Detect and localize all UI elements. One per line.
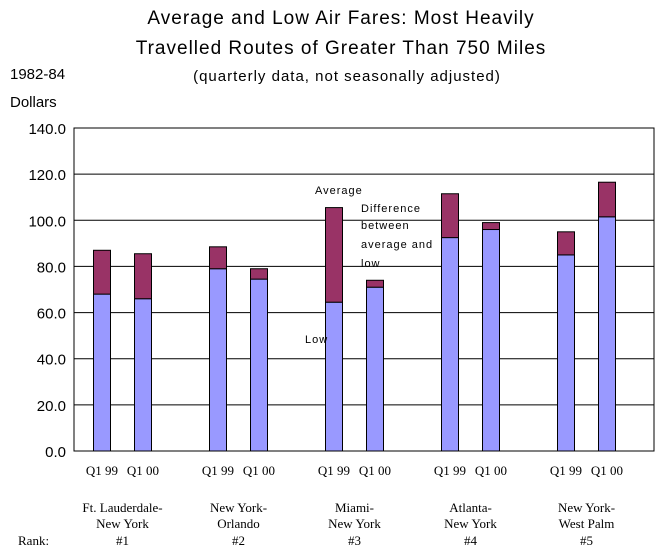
x-tick-label-g5-b1: Q1 99 [550, 463, 582, 478]
y-tick-label-0: 0.0 [45, 444, 66, 461]
route-label-g4-line1: Atlanta- [449, 500, 492, 515]
route-label-g1-line2: New York [96, 516, 149, 531]
y-tick-label-6: 120.0 [28, 167, 66, 184]
y-tick-label-4: 80.0 [37, 259, 66, 276]
x-tick-label-g5-b2: Q1 00 [591, 463, 623, 478]
x-tick-labels: Q1 99 Q1 00 Q1 99 Q1 00 Q1 99 Q1 00 Q1 99 Q1 00… [86, 463, 623, 478]
bar-diff-g3-b2 [366, 279, 384, 288]
bar-low-g2-b2 [250, 278, 268, 452]
x-tick-label-g1-b2: Q1 00 [127, 463, 159, 478]
rank-value-g2: #2 [232, 533, 245, 548]
bar-diff-g5-b1 [557, 231, 575, 256]
y-tick-label-2: 40.0 [37, 352, 66, 369]
y-tick-label-1: 20.0 [37, 398, 66, 415]
x-tick-label-g2-b1: Q1 99 [202, 463, 234, 478]
bar-low-g1-b1 [93, 293, 111, 452]
bar-diff-g4-b2 [482, 222, 500, 231]
rank-value-g3: #3 [348, 533, 361, 548]
y-axis-label-line2: Dollars [10, 94, 57, 111]
route-label-g3-line1: Miami- [335, 500, 374, 515]
chart-subtitle: (quarterly data, not seasonally adjusted… [193, 68, 501, 85]
bars [93, 181, 616, 452]
annotation-low: Low [305, 334, 328, 346]
bar-low-g3-b2 [366, 286, 384, 452]
chart-title-line2: Travelled Routes of Greater Than 750 Mil… [136, 38, 547, 59]
bar-diff-g5-b2 [598, 181, 616, 218]
bar-low-g5-b2 [598, 216, 616, 452]
y-tick-label-5: 100.0 [28, 213, 66, 230]
route-label-g2-line1: New York- [210, 500, 267, 515]
bar-low-g5-b1 [557, 254, 575, 452]
bar-low-g2-b1 [209, 268, 227, 452]
x-tick-label-g1-b1: Q1 99 [86, 463, 118, 478]
annotation-difference-line2: between [361, 220, 410, 232]
y-axis-label-line1: 1982-84 [10, 66, 65, 83]
rank-label: Rank: [18, 533, 49, 548]
bar-low-g4-b2 [482, 229, 500, 452]
chart-title-line1: Average and Low Air Fares: Most Heavily [147, 8, 534, 29]
route-label-g2-line2: Orlando [217, 516, 260, 531]
bar-diff-g2-b2 [250, 268, 268, 280]
bar-low-g3-b1 [325, 301, 343, 452]
annotation-difference-line1: Difference [361, 203, 421, 215]
annotation-average: Average [315, 185, 363, 197]
x-tick-label-g3-b2: Q1 00 [359, 463, 391, 478]
y-tick-label-7: 140.0 [28, 121, 66, 138]
rank-value-g1: #1 [116, 533, 129, 548]
y-tick-label-3: 60.0 [37, 306, 66, 323]
annotation-difference-line4: low [361, 258, 381, 270]
x-tick-label-g2-b2: Q1 00 [243, 463, 275, 478]
route-label-g5-line1: New York- [558, 500, 615, 515]
annotation-difference-line3: average and [361, 239, 433, 251]
rank-value-g4: #4 [464, 533, 478, 548]
x-tick-label-g4-b1: Q1 99 [434, 463, 466, 478]
bar-diff-g1-b2 [134, 253, 152, 300]
bar-low-g1-b2 [134, 298, 152, 452]
y-tick-labels: 0.0 20.0 40.0 60.0 80.0 100.0 120.0 140.0 [28, 121, 66, 461]
x-tick-label-g4-b2: Q1 00 [475, 463, 507, 478]
bar-diff-g2-b1 [209, 246, 227, 270]
rank-value-g5: #5 [580, 533, 593, 548]
bar-diff-g4-b1 [441, 193, 459, 239]
route-label-g4-line2: New York [444, 516, 497, 531]
route-label-g5-line2: West Palm [559, 516, 615, 531]
route-label-g1-line1: Ft. Lauderdale- [82, 500, 162, 515]
bar-diff-g3-b1 [325, 207, 343, 303]
plot-frame [73, 127, 655, 452]
route-label-g3-line2: New York [328, 516, 381, 531]
x-tick-label-g3-b1: Q1 99 [318, 463, 350, 478]
bar-diff-g1-b1 [93, 249, 111, 295]
bar-low-g4-b1 [441, 237, 459, 452]
